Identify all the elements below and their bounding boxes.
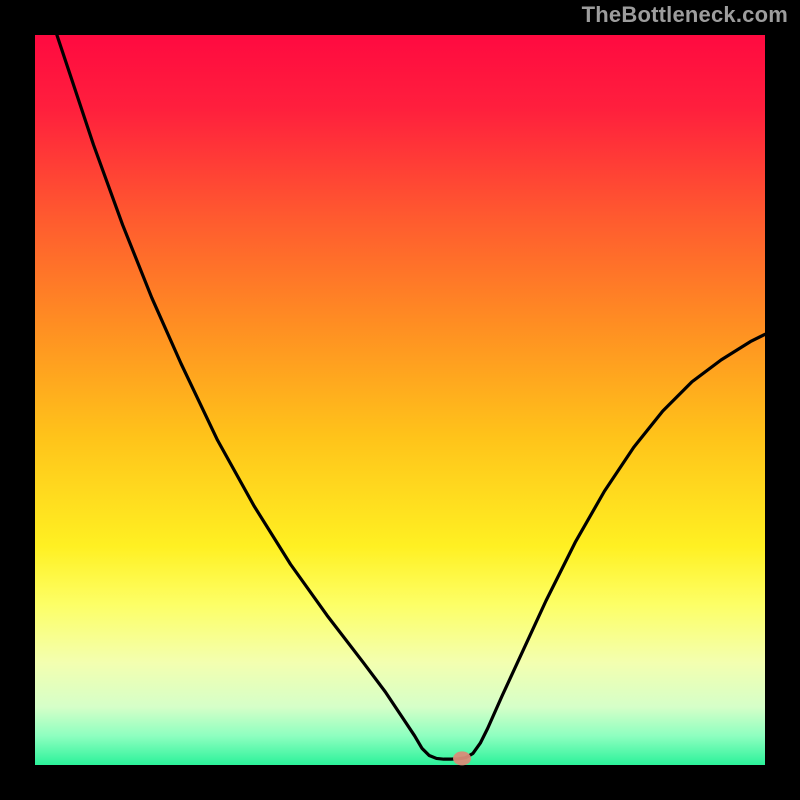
- chart-container: TheBottleneck.com: [0, 0, 800, 800]
- watermark-text: TheBottleneck.com: [582, 2, 788, 28]
- optimum-marker: [453, 751, 471, 765]
- bottleneck-curve-chart: [0, 0, 800, 800]
- plot-background: [35, 35, 765, 765]
